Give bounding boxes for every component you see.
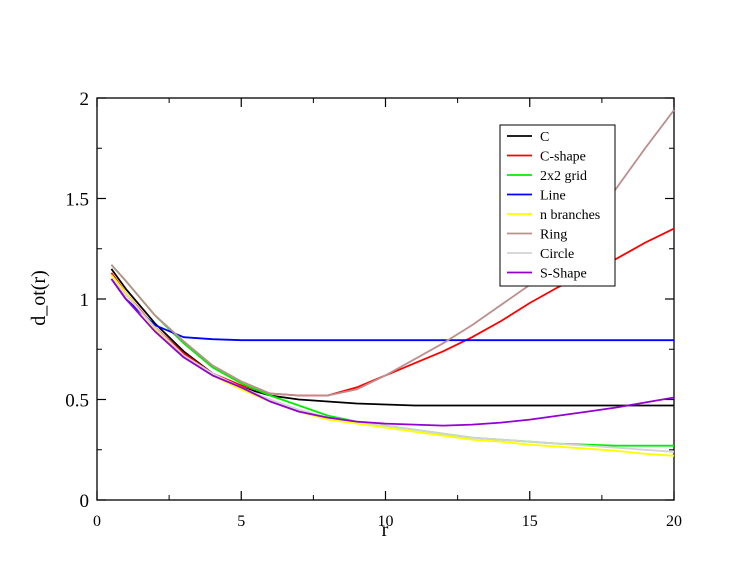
legend-box <box>499 124 616 287</box>
legend-label-s-shape: S-Shape <box>540 267 587 282</box>
legend-label-ring: Ring <box>540 228 567 243</box>
x-tick-label: 5 <box>237 513 245 530</box>
series-line-c <box>110 268 674 407</box>
series-line-2x2-grid <box>110 264 674 447</box>
x-tick-label: 15 <box>522 513 538 530</box>
legend-label-c-shape: C-shape <box>540 150 586 165</box>
y-axis-label: d_ot(r) <box>28 270 50 326</box>
y-axis-ticks: 0 0.5 1 1.5 2 <box>65 89 674 512</box>
legend-label-n-branches: n branches <box>540 208 600 223</box>
x-axis-label: r <box>382 519 389 541</box>
y-tick-label: 0.5 <box>65 391 89 412</box>
legend-label-c: C <box>540 130 549 145</box>
legend-label-2x2-grid: 2x2 grid <box>540 169 587 184</box>
y-tick-label: 1 <box>80 290 90 311</box>
y-tick-label: 1.5 <box>65 190 89 211</box>
series-line-circle <box>110 278 675 453</box>
legend-label-circle: Circle <box>540 247 574 262</box>
x-tick-label: 10 <box>378 513 394 530</box>
x-tick-label: 0 <box>93 513 101 530</box>
legend: C C-shape 2x2 grid Line n branches Ring Circle… <box>499 124 616 287</box>
y-tick-label: 2 <box>80 89 90 110</box>
series-line-line <box>110 278 674 342</box>
x-tick-label: 20 <box>666 513 682 530</box>
legend-label-line: Line <box>540 189 566 204</box>
x-axis-ticks: 0 5 10 15 20 <box>93 98 682 530</box>
series-line-s-shape <box>110 278 675 427</box>
y-tick-label: 0 <box>80 491 90 512</box>
